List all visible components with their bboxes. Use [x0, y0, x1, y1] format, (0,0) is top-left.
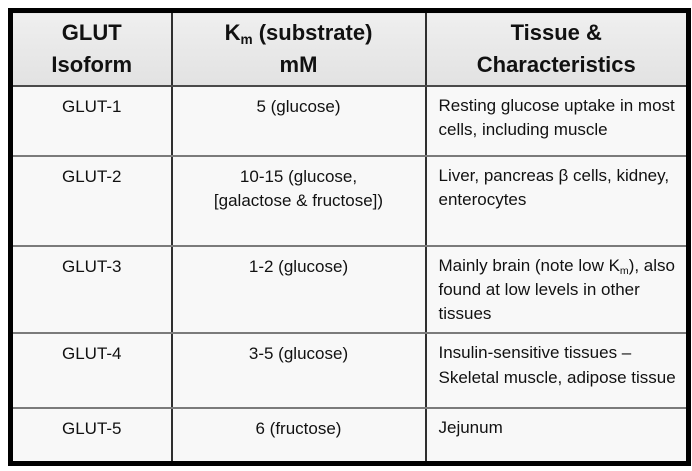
glut4-km-cell: 3-5 (glucose): [170, 332, 427, 410]
header-glut-isoform: GLUT Isoform: [9, 10, 173, 87]
table-row-glut3: GLUT-3 1-2 (glucose) Mainly brain (note …: [9, 244, 690, 335]
table-row-glut2: GLUT-2 10-15 (glucose, [galactose & fruc…: [9, 154, 690, 247]
glut3-km-subscript: m: [619, 264, 629, 277]
glut2-km-cell: 10-15 (glucose, [galactose & fructose]): [170, 154, 427, 247]
header-tissue-line2: Characteristics: [476, 51, 636, 77]
header-row: GLUT Isoform Km (substrate) mM Tissue & …: [9, 10, 690, 87]
header-tissue-characteristics: Tissue & Characteristics: [424, 10, 690, 87]
glut4-isoform-cell: GLUT-4: [9, 332, 173, 410]
glut-isoform-table: GLUT Isoform Km (substrate) mM Tissue & …: [8, 8, 691, 466]
glut4-tissue-cell: Insulin-sensitive tissues – Skeletal mus…: [424, 332, 690, 410]
km-subscript: m: [240, 31, 253, 47]
glut1-isoform-cell: GLUT-1: [9, 84, 173, 157]
table-row-glut5: GLUT-5 6 (fructose) Jejunum: [9, 407, 690, 465]
glut3-tissue-post: ), also found at low levels in other tis…: [438, 255, 676, 324]
glut2-tissue-cell: Liver, pancreas β cells, kidney, enteroc…: [424, 154, 690, 247]
header-glut-isoform-line1: GLUT: [61, 20, 122, 45]
glut5-isoform-cell: GLUT-5: [9, 407, 173, 465]
header-glut-isoform-line2: Isoform: [51, 51, 133, 77]
glut1-tissue-cell: Resting glucose uptake in most cells, in…: [424, 84, 690, 157]
glut3-isoform-cell: GLUT-3: [9, 244, 173, 335]
glut3-tissue-pre: Mainly brain (note low K: [438, 255, 620, 275]
glut5-km-cell: 6 (fructose): [170, 407, 427, 465]
glut1-km-cell: 5 (glucose): [170, 84, 427, 157]
header-tissue-line1: Tissue &: [510, 20, 602, 45]
glut2-isoform-cell: GLUT-2: [9, 154, 173, 247]
header-km-line1: Km (substrate): [177, 17, 421, 49]
header-km-substrate: Km (substrate) mM: [170, 10, 427, 87]
table-row-glut4: GLUT-4 3-5 (glucose) Insulin-sensitive t…: [9, 332, 690, 410]
glut5-tissue-cell: Jejunum: [424, 407, 690, 465]
glut3-tissue-cell: Mainly brain (note low Km), also found a…: [424, 244, 690, 335]
table-row-glut1: GLUT-1 5 (glucose) Resting glucose uptak…: [9, 84, 690, 157]
km-substrate-text: (substrate): [252, 20, 373, 45]
header-km-unit: mM: [279, 51, 318, 77]
glut3-km-cell: 1-2 (glucose): [170, 244, 427, 335]
km-symbol: K: [224, 20, 241, 45]
